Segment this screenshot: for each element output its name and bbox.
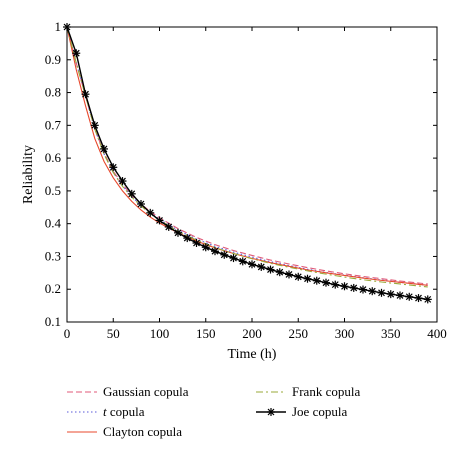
legend-item-t-copula: t copula (67, 404, 145, 419)
data-point-joe-copula (396, 291, 404, 300)
y-tick-label: 1 (55, 19, 62, 34)
data-point-joe-copula (192, 239, 201, 248)
x-axis-label: Time (h) (228, 347, 277, 362)
series-clayton-copula (66, 26, 428, 286)
series-line-clayton-copula (66, 26, 428, 286)
data-point-joe-copula (377, 288, 386, 297)
y-tick-label: 0.6 (45, 150, 62, 165)
data-point-joe-copula (164, 222, 173, 231)
data-point-joe-copula (331, 280, 340, 289)
legend-label-t-copula: t copula (103, 404, 145, 419)
data-point-joe-copula (90, 121, 99, 130)
data-point-joe-copula (229, 254, 238, 263)
data-point-joe-copula (81, 90, 90, 99)
series-joe-copula (63, 23, 432, 304)
data-point-joe-copula (183, 234, 192, 243)
data-point-joe-copula (294, 272, 303, 281)
data-point-joe-copula (423, 295, 432, 304)
data-point-joe-copula (201, 243, 210, 252)
data-point-joe-copula (248, 260, 256, 269)
data-point-joe-copula (285, 270, 293, 279)
data-point-joe-copula (127, 189, 136, 198)
data-point-joe-copula (275, 268, 284, 277)
axes-layer: 0 50 100 150 200 250 300 350 400 0.1 0.2 0.3 0.4 0.5 0… (45, 19, 447, 341)
legend-label-gaussian-copula: Gaussian copula (103, 384, 189, 399)
data-point-joe-copula (257, 262, 266, 271)
series-line-gaussian-copula (66, 26, 428, 285)
series-layer (63, 23, 432, 304)
data-point-joe-copula (266, 265, 275, 274)
x-tick-label: 150 (196, 326, 216, 341)
data-point-joe-copula (238, 257, 247, 266)
data-point-joe-copula (72, 49, 81, 58)
x-tick-label: 200 (242, 326, 262, 341)
legend: Gaussian copula t copula Clayton copula Fra… (67, 384, 360, 439)
data-point-joe-copula (146, 208, 155, 217)
legend-label-clayton-copula: Clayton copula (103, 424, 182, 439)
x-tick-label: 0 (64, 326, 71, 341)
data-point-joe-copula (340, 282, 349, 291)
data-point-joe-copula (155, 216, 164, 225)
y-tick-label: 0.8 (45, 85, 61, 100)
data-point-joe-copula (220, 250, 229, 259)
y-tick-label: 0.4 (45, 216, 62, 231)
data-point-joe-copula (118, 177, 127, 186)
data-point-joe-copula (359, 285, 367, 294)
data-point-joe-copula (174, 228, 182, 237)
y-tick-label: 0.9 (45, 52, 61, 67)
data-point-joe-copula (322, 278, 330, 287)
data-point-joe-copula (368, 287, 377, 296)
legend-marker-joe-copula (267, 408, 275, 416)
x-tick-label: 100 (150, 326, 170, 341)
y-tick-label: 0.7 (45, 117, 62, 132)
plot-frame (66, 26, 438, 323)
x-tick-label: 350 (381, 326, 401, 341)
y-axis-label: Reliability (21, 145, 36, 204)
data-point-joe-copula (303, 274, 312, 283)
series-line-joe-copula (66, 26, 428, 301)
legend-label-joe-copula: Joe copula (292, 404, 347, 419)
data-point-joe-copula (312, 276, 321, 285)
x-tick-label: 400 (427, 326, 447, 341)
data-point-joe-copula (109, 163, 118, 172)
x-tick-label: 50 (107, 326, 120, 341)
series-line-t-copula (66, 26, 428, 286)
legend-label-frank-copula: Frank copula (292, 384, 360, 399)
series-t-copula (66, 26, 428, 286)
x-tick-label: 250 (289, 326, 309, 341)
series-gaussian-copula (66, 26, 428, 285)
series-frank-copula (66, 26, 428, 288)
legend-item-clayton-copula: Clayton copula (67, 424, 182, 439)
y-tick-label: 0.5 (45, 183, 61, 198)
data-point-joe-copula (137, 200, 145, 208)
data-point-joe-copula (386, 290, 395, 299)
y-tick-label: 0.3 (45, 248, 61, 263)
legend-item-joe-copula: Joe copula (256, 404, 347, 419)
y-tick-label: 0.2 (45, 281, 61, 296)
data-point-joe-copula (100, 144, 108, 153)
series-line-frank-copula (66, 26, 428, 288)
data-point-joe-copula (414, 294, 423, 303)
y-tick-label: 0.1 (45, 314, 61, 329)
data-point-joe-copula (349, 283, 358, 292)
legend-item-frank-copula: Frank copula (256, 384, 360, 399)
data-point-joe-copula (405, 292, 414, 301)
x-tick-label: 300 (335, 326, 355, 341)
legend-item-gaussian-copula: Gaussian copula (67, 384, 189, 399)
data-point-joe-copula (211, 247, 219, 256)
